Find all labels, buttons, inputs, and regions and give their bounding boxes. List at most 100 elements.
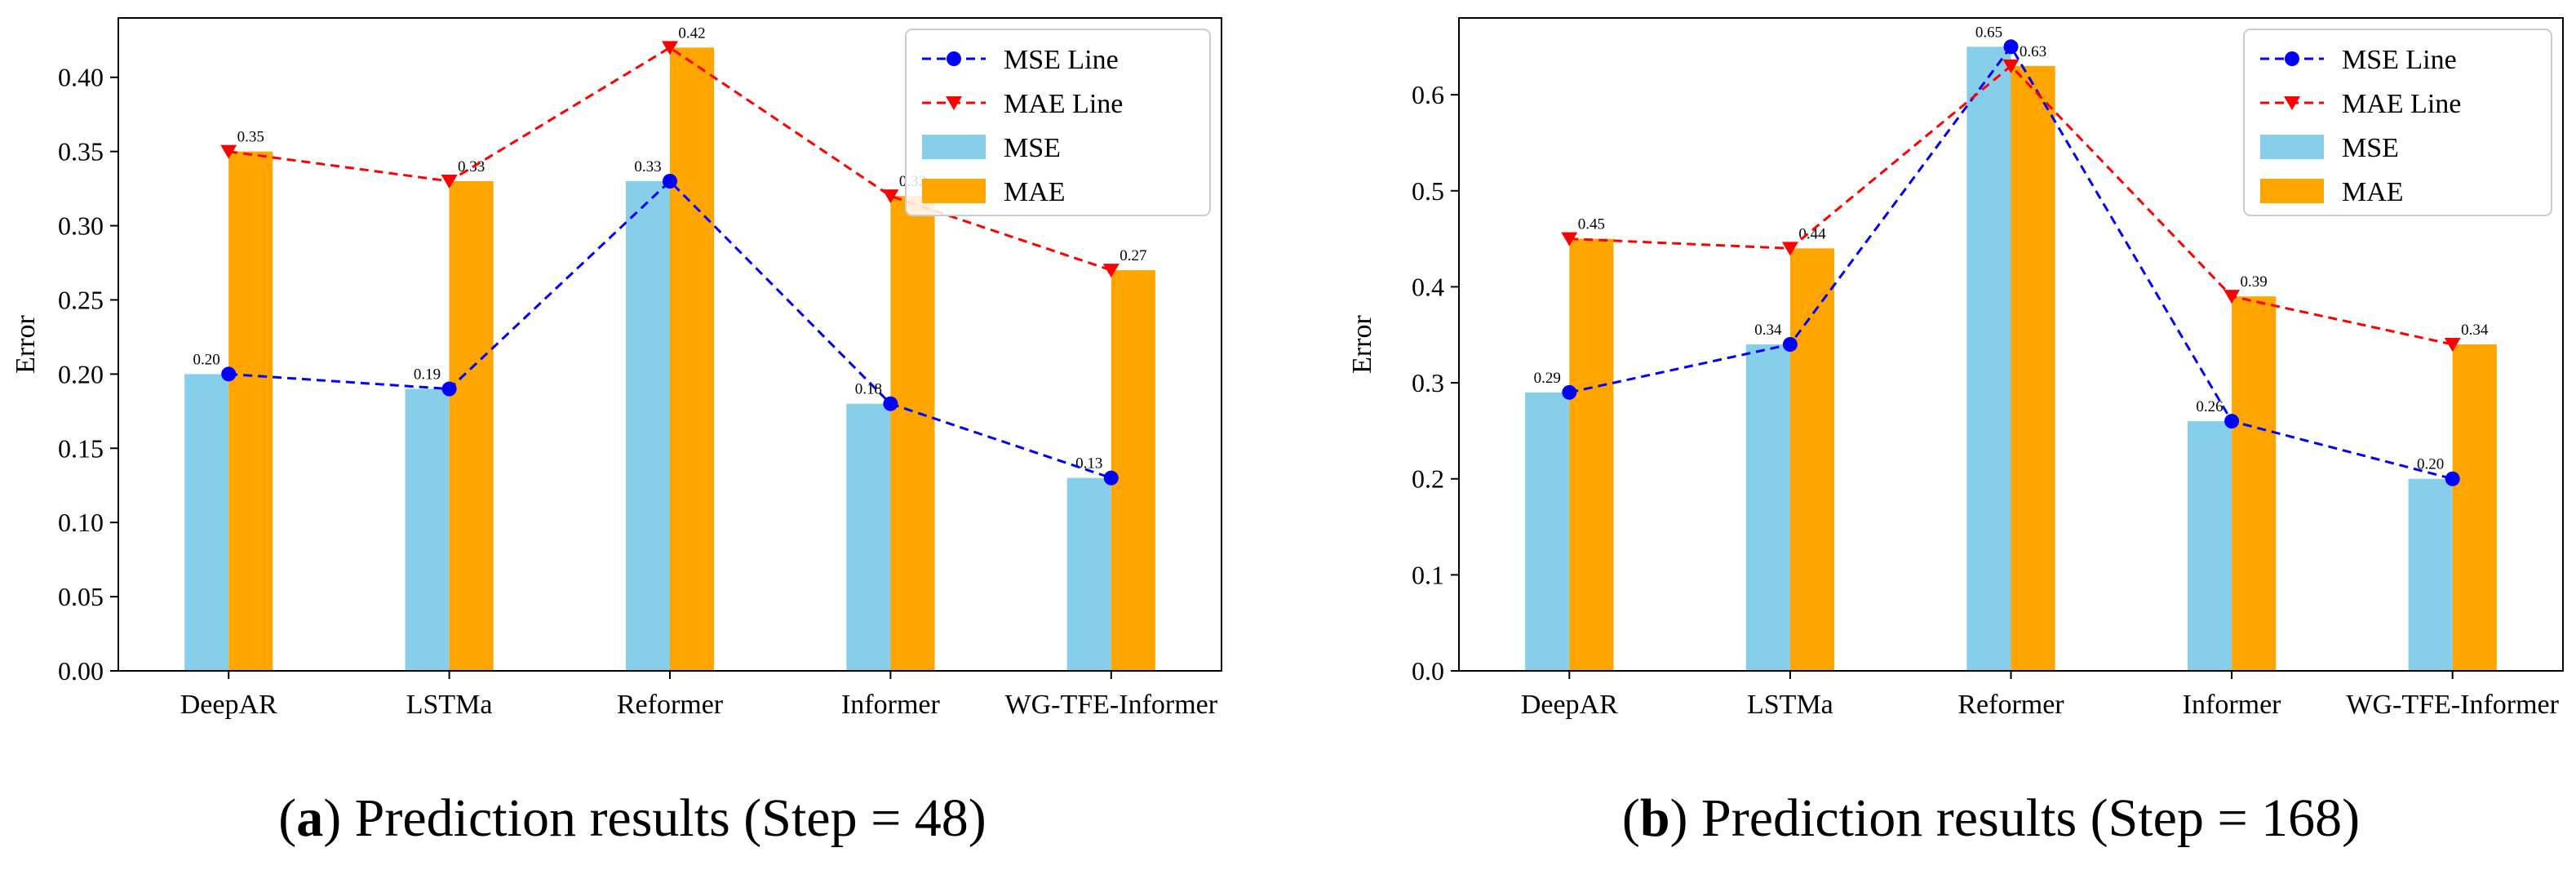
legend-marker-circle (2285, 51, 2299, 66)
y-tick-label: 0.2 (1412, 464, 1444, 494)
point-mae-line-wg-tfe-informer (1102, 264, 1120, 278)
x-tick-label-reformer: Reformer (1957, 690, 2064, 720)
y-tick-label: 0.6 (1412, 80, 1444, 109)
point-mae-line-deepar (220, 144, 237, 159)
caption-b-text: ) Prediction results (Step = 168) (1669, 788, 2361, 848)
point-mse-line-wg-tfe-informer (2445, 471, 2460, 486)
line-mae-line (228, 46, 1112, 272)
bar-mae-deepar (1569, 238, 1614, 671)
legend-box (905, 29, 1211, 216)
bar-label-mse-informer: 0.18 (855, 381, 882, 398)
bar-mae-reformer (670, 47, 715, 671)
bar-label-mse-deepar: 0.29 (1534, 370, 1561, 387)
bar-mae-wg-tfe-informer (1111, 270, 1155, 671)
bar-label-mse-lstma: 0.34 (1754, 322, 1782, 339)
point-mse-line-lstma (441, 381, 457, 397)
bar-mse-wg-tfe-informer (1066, 477, 1111, 671)
legend-label-mae-line: MAE Line (2342, 89, 2461, 119)
legend-label-mse-line: MSE Line (1004, 45, 1119, 75)
legend-marker-triangle (946, 96, 962, 110)
caption-b-prefix: ( (1621, 788, 1640, 848)
bar-mse-wg-tfe-informer (2408, 478, 2453, 671)
bar-mae-lstma (449, 181, 494, 671)
y-tick-label: 0.05 (58, 582, 104, 611)
bar-label-mse-deepar: 0.20 (193, 351, 220, 368)
bar-label-mse-reformer: 0.33 (634, 158, 661, 175)
point-mse-line-informer (883, 396, 898, 411)
legend-marker-triangle (2284, 96, 2300, 110)
legend-label-mse-line: MSE Line (2342, 45, 2457, 75)
y-tick-label: 0.0 (1412, 656, 1444, 686)
x-tick-label-informer: Informer (2183, 690, 2282, 720)
y-axis-label: Error (1347, 314, 1377, 373)
bar-mae-wg-tfe-informer (2452, 344, 2497, 671)
legend-label-mae: MAE (2342, 177, 2404, 207)
bar-label-mse-wg-tfe-informer: 0.20 (2417, 456, 2444, 473)
y-axis-label: Error (11, 314, 41, 373)
legend-swatch-mse (2260, 135, 2324, 159)
caption-a: (a) Prediction results (Step = 48) (82, 782, 1183, 855)
bar-mse-lstma (405, 388, 450, 671)
y-tick-label: 0.4 (1412, 272, 1444, 301)
bar-mse-informer (2187, 421, 2232, 671)
bar-mae-lstma (1789, 248, 1835, 672)
legend-swatch-mae (922, 179, 986, 203)
bar-label-mae-reformer: 0.42 (678, 24, 705, 42)
point-mse-line-reformer (663, 174, 677, 189)
line-mse-line (228, 179, 1112, 480)
bar-mse-deepar (1525, 392, 1570, 671)
bar-label-mae-deepar: 0.35 (237, 129, 264, 146)
y-tick-label: 0.20 (58, 359, 104, 388)
bar-label-mae-wg-tfe-informer: 0.27 (1120, 247, 1146, 264)
point-mae-line-informer (882, 189, 899, 204)
legend-label-mae: MAE (1004, 177, 1066, 207)
caption-a-prefix: ( (278, 788, 297, 848)
legend-label-mse: MSE (1004, 133, 1061, 163)
bar-mae-informer (890, 196, 935, 671)
x-tick-label-wg-tfe-informer: WG-TFE-Informer (1005, 690, 1218, 720)
x-tick-label-lstma: LSTMa (1747, 690, 1833, 720)
bar-label-mae-reformer: 0.63 (2020, 43, 2046, 60)
x-tick-label-deepar: DeepAR (180, 690, 277, 720)
legend-box (2243, 29, 2552, 216)
x-tick-label-deepar: DeepAR (1521, 690, 1618, 720)
bar-label-mse-lstma: 0.19 (414, 366, 441, 384)
line-mse-line (1568, 44, 2454, 481)
bar-label-mae-deepar: 0.45 (1578, 216, 1605, 233)
y-tick-label: 0.25 (58, 285, 104, 314)
bar-mse-lstma (1745, 344, 1790, 671)
bar-mae-reformer (2011, 65, 2055, 671)
y-tick-label: 0.15 (58, 433, 104, 463)
point-mae-line-lstma (1781, 242, 1798, 256)
point-mse-line-lstma (1782, 337, 1798, 352)
bar-mae-informer (2232, 296, 2277, 671)
bar-mse-reformer (1966, 47, 2011, 671)
bar-label-mae-wg-tfe-informer: 0.34 (2461, 322, 2489, 339)
point-mae-line-reformer (662, 41, 678, 55)
legend-swatch-mae (2260, 179, 2324, 203)
x-tick-label-informer: Informer (841, 690, 941, 720)
bar-mae-deepar (228, 151, 273, 672)
chart-panel-a: 0.200.190.330.180.130.350.330.420.320.27… (11, 17, 1222, 720)
point-mae-line-deepar (1561, 232, 1578, 246)
y-tick-label: 0.00 (58, 656, 104, 686)
x-tick-label-reformer: Reformer (617, 690, 724, 720)
bar-label-mse-wg-tfe-informer: 0.13 (1075, 455, 1102, 473)
legend-label-mse: MSE (2342, 133, 2399, 163)
y-tick-label: 0.10 (58, 508, 104, 537)
y-tick-label: 0.5 (1412, 176, 1444, 206)
legend-marker-circle (947, 51, 961, 66)
bar-label-mae-informer: 0.39 (2241, 273, 2268, 291)
caption-b: (b) Prediction results (Step = 168) (1420, 782, 2562, 855)
point-mse-line-deepar (221, 366, 237, 382)
y-tick-label: 0.40 (58, 63, 104, 92)
y-tick-label: 0.30 (58, 211, 104, 241)
point-mae-line-lstma (441, 175, 458, 189)
bar-label-mse-reformer: 0.65 (1975, 24, 2002, 41)
caption-a-text: ) Prediction results (Step = 48) (323, 788, 987, 848)
legend-label-mae-line: MAE Line (1004, 89, 1123, 119)
legend-swatch-mse (922, 135, 986, 159)
x-tick-label-lstma: LSTMa (406, 690, 493, 720)
caption-b-letter: b (1639, 788, 1670, 848)
